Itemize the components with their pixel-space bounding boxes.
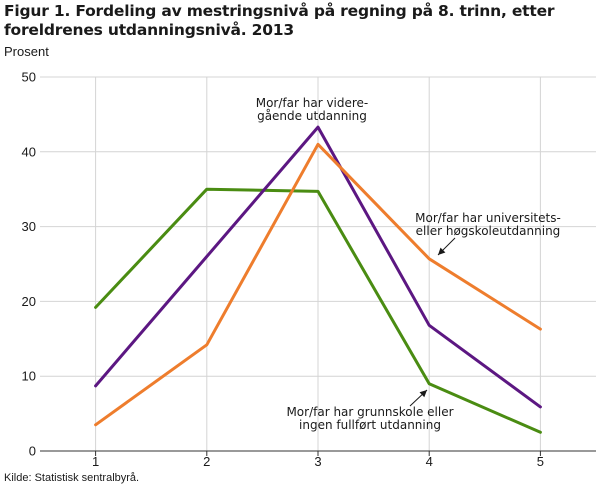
annotation-label: Mor/far har grunnskole eller ingen fullfø… bbox=[286, 405, 453, 432]
series-line-2 bbox=[94, 125, 542, 409]
x-tick-label: 4 bbox=[426, 454, 433, 469]
annotation-line: ingen fullført utdanning bbox=[299, 418, 441, 432]
annotation-line: Mor/far har universitets- bbox=[415, 211, 561, 225]
annotation-arrowhead bbox=[438, 247, 446, 255]
y-tick-label: 0 bbox=[29, 444, 36, 459]
annotation-line: eller høgskoleutdanning bbox=[416, 224, 561, 238]
annotation-label: Mor/far har universitets-eller høgskoleu… bbox=[415, 211, 561, 238]
y-tick-label: 40 bbox=[22, 144, 36, 159]
y-tick-label: 10 bbox=[22, 369, 36, 384]
annotation-line: Mor/far har grunnskole eller bbox=[286, 405, 453, 419]
y-tick-label: 20 bbox=[22, 294, 36, 309]
x-tick-label: 1 bbox=[92, 454, 99, 469]
annotation-line: Mor/far har videre- bbox=[256, 96, 369, 110]
x-tick-label: 2 bbox=[203, 454, 210, 469]
chart-title: Figur 1. Fordeling av mestringsnivå på r… bbox=[4, 2, 555, 39]
annotation-label: Mor/far har videre-gående utdanning bbox=[256, 96, 369, 123]
annotation-layer: Mor/far har videre-gående utdanningMor/f… bbox=[256, 96, 561, 432]
series-line-1 bbox=[94, 187, 542, 434]
axis-layer: 0 10 20 30 40 50 1 2 3 4 5 bbox=[22, 70, 596, 469]
y-axis-unit-label: Prosent bbox=[4, 44, 49, 59]
annotation-line: gående utdanning bbox=[257, 109, 367, 123]
y-tick-label: 30 bbox=[22, 219, 36, 234]
x-tick-label: 3 bbox=[314, 454, 321, 469]
annotation-arrowhead bbox=[419, 390, 427, 398]
source-note: Kilde: Statistisk sentralbyrå. bbox=[4, 472, 140, 484]
series-line-3 bbox=[94, 142, 542, 427]
series-layer bbox=[94, 125, 542, 434]
y-tick-label: 50 bbox=[22, 70, 36, 85]
x-tick-label: 5 bbox=[537, 454, 544, 469]
grid-layer bbox=[40, 76, 596, 451]
